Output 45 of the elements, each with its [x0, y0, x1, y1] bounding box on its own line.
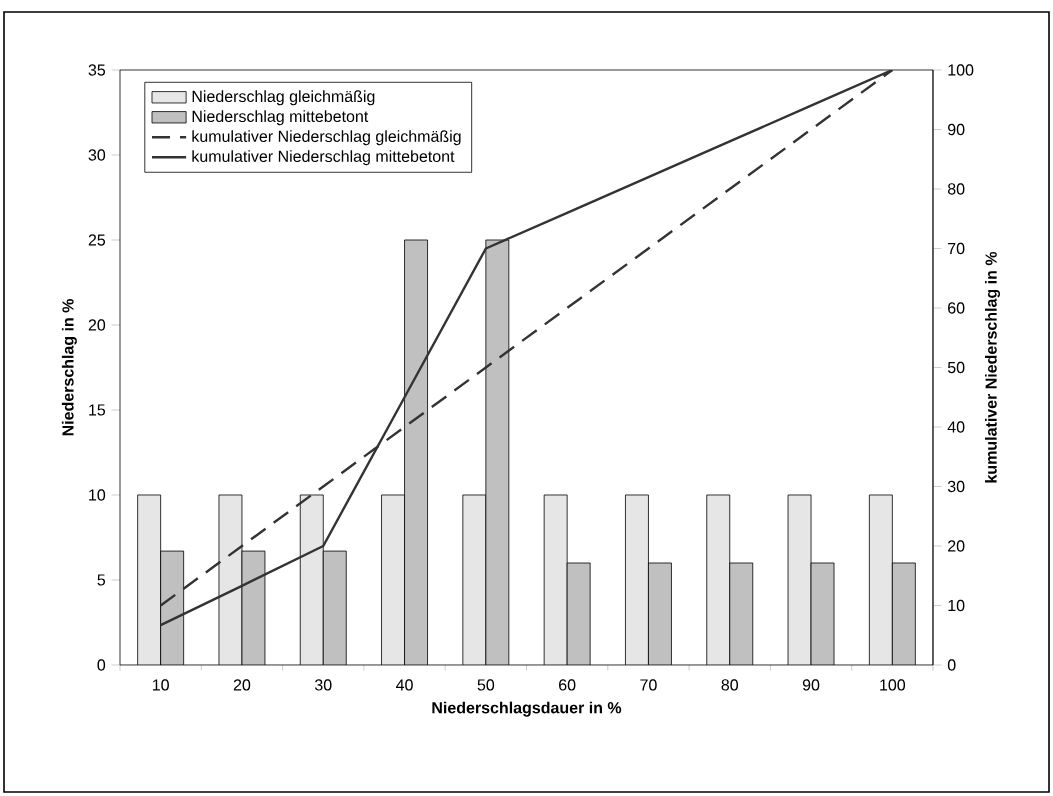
- y2-tick-label: 10: [948, 599, 965, 612]
- x-tick-label: 50: [477, 679, 495, 691]
- y-tick-label: 35: [88, 64, 106, 76]
- legend-label: Niederschlag mittebetont: [192, 110, 369, 126]
- y2-tick-label: 90: [948, 123, 965, 136]
- y2-tick-label: 0: [947, 659, 956, 671]
- x-tick-label: 10: [152, 679, 169, 691]
- y-tick-label: 0: [97, 659, 106, 671]
- legend-label: kumulativer Niederschlag mittebetont: [192, 150, 455, 166]
- y2-tick-label: 70: [948, 242, 965, 255]
- bar: [891, 562, 916, 665]
- y2-tick-label: 50: [947, 361, 965, 374]
- x-tick-label: 100: [880, 679, 906, 691]
- y2-axis-title: kumulativer Niederschlag in %: [985, 251, 1001, 483]
- y-tick-label: 10: [89, 489, 106, 501]
- y2-tick-label: 60: [948, 302, 965, 314]
- bar: [566, 562, 591, 665]
- x-tick-label: 40: [396, 679, 413, 691]
- y-tick-label: 20: [88, 319, 106, 331]
- x-tick-label: 20: [233, 679, 251, 691]
- legend-label: kumulativer Niederschlag gleichmäßig: [192, 130, 461, 146]
- bar: [404, 239, 428, 665]
- bar: [810, 562, 835, 665]
- y2-tick-label: 20: [948, 540, 965, 552]
- x-tick-label: 70: [640, 679, 657, 691]
- bar: [322, 550, 347, 665]
- x-axis-title: Niederschlagsdauer in %: [432, 701, 622, 717]
- y2-tick-label: 80: [947, 183, 965, 195]
- x-tick-label: 80: [721, 679, 739, 691]
- bar: [648, 562, 672, 665]
- y-tick-label: 15: [89, 404, 106, 416]
- y-tick-label: 25: [88, 234, 106, 246]
- y-tick-label: 30: [88, 149, 106, 161]
- y2-tick-label: 30: [947, 480, 965, 493]
- x-tick-label: 60: [559, 679, 576, 691]
- bar: [729, 562, 754, 665]
- y2-tick-label: 100: [948, 64, 974, 76]
- x-tick-label: 90: [802, 679, 820, 691]
- bar: [485, 239, 510, 665]
- legend-label: Niederschlag gleichmäßig: [192, 90, 375, 106]
- y-axis-title: Niederschlag in %: [61, 299, 77, 436]
- bar: [160, 550, 185, 665]
- y-tick-label: 5: [97, 574, 106, 586]
- y2-tick-label: 40: [947, 421, 965, 433]
- x-tick-label: 30: [314, 679, 332, 691]
